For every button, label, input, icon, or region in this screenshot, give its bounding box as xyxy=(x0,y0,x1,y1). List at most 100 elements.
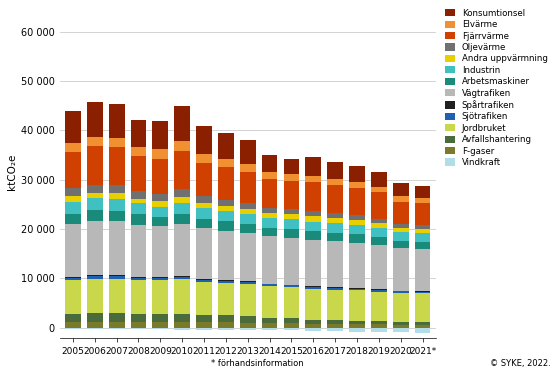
Bar xyxy=(371,172,386,187)
Bar xyxy=(284,174,299,181)
Bar xyxy=(393,196,409,202)
Bar xyxy=(152,207,168,217)
Bar xyxy=(284,214,299,219)
Bar xyxy=(240,233,256,282)
Bar xyxy=(393,241,409,248)
Bar xyxy=(240,164,256,172)
Bar xyxy=(349,220,365,225)
Bar xyxy=(65,111,81,142)
Bar xyxy=(87,279,103,313)
Bar xyxy=(349,320,365,324)
Bar xyxy=(196,279,212,280)
Bar xyxy=(175,328,190,330)
Bar xyxy=(262,284,277,286)
Bar xyxy=(152,159,168,194)
Legend: Konsumtionsel, Elvärme, Fjärrvärme, Oljevärme, Andra uppvärmning, Industrin, Arb: Konsumtionsel, Elvärme, Fjärrvärme, Olje… xyxy=(444,8,549,168)
Bar xyxy=(65,314,81,322)
Bar xyxy=(393,232,409,241)
Bar xyxy=(349,188,365,215)
Bar xyxy=(305,324,321,328)
Bar xyxy=(240,284,256,316)
Bar xyxy=(152,314,168,322)
Bar xyxy=(393,224,409,228)
Bar xyxy=(415,233,430,242)
Bar xyxy=(415,203,430,225)
Bar xyxy=(393,324,409,328)
Bar xyxy=(87,137,103,146)
Text: * förhandsinformation: * förhandsinformation xyxy=(211,359,304,368)
Bar xyxy=(218,159,234,167)
Bar xyxy=(327,241,343,287)
Bar xyxy=(240,172,256,203)
Bar xyxy=(415,292,430,293)
Bar xyxy=(218,167,234,200)
Bar xyxy=(349,166,365,182)
Bar xyxy=(196,315,212,322)
Bar xyxy=(175,203,190,214)
Bar xyxy=(327,179,343,185)
Bar xyxy=(327,324,343,328)
Bar xyxy=(109,275,125,276)
Bar xyxy=(65,224,81,277)
Bar xyxy=(109,313,125,322)
Bar xyxy=(327,233,343,241)
Bar xyxy=(305,231,321,240)
Bar xyxy=(305,222,321,231)
Bar xyxy=(349,288,365,289)
Bar xyxy=(218,221,234,231)
Bar xyxy=(327,290,343,320)
Bar xyxy=(349,289,365,290)
Bar xyxy=(218,315,234,322)
Bar xyxy=(284,209,299,214)
Bar xyxy=(109,138,125,147)
Bar xyxy=(284,318,299,323)
Bar xyxy=(284,159,299,174)
Bar xyxy=(305,176,321,182)
Bar xyxy=(262,213,277,218)
Bar xyxy=(131,214,146,225)
Bar xyxy=(327,288,343,290)
Bar xyxy=(393,228,409,232)
Bar xyxy=(327,320,343,324)
Bar xyxy=(175,214,190,224)
Bar xyxy=(109,322,125,328)
Bar xyxy=(152,149,168,159)
Bar xyxy=(131,120,146,147)
Bar xyxy=(152,328,168,329)
Bar xyxy=(131,322,146,328)
Bar xyxy=(87,198,103,210)
Bar xyxy=(109,279,125,313)
Bar xyxy=(415,322,430,325)
Bar xyxy=(305,320,321,324)
Bar xyxy=(284,229,299,238)
Bar xyxy=(109,199,125,211)
Bar xyxy=(262,323,277,328)
Bar xyxy=(218,283,234,315)
Bar xyxy=(284,219,299,229)
Bar xyxy=(305,157,321,176)
Bar xyxy=(131,204,146,214)
Bar xyxy=(196,280,212,282)
Bar xyxy=(87,221,103,275)
Bar xyxy=(284,238,299,285)
Y-axis label: ktCO₂e: ktCO₂e xyxy=(7,154,17,191)
Bar xyxy=(87,276,103,279)
Bar xyxy=(218,328,234,330)
Bar xyxy=(65,202,81,213)
Bar xyxy=(371,290,386,292)
Bar xyxy=(349,243,365,288)
Bar xyxy=(109,104,125,138)
Bar xyxy=(109,185,125,193)
Bar xyxy=(218,133,234,159)
Bar xyxy=(327,287,343,288)
Bar xyxy=(196,126,212,154)
Bar xyxy=(175,151,190,189)
Bar xyxy=(196,208,212,219)
Bar xyxy=(87,322,103,328)
Bar xyxy=(305,289,321,320)
Bar xyxy=(218,200,234,206)
Bar xyxy=(327,185,343,213)
Bar xyxy=(196,154,212,162)
Bar xyxy=(131,199,146,204)
Bar xyxy=(131,191,146,199)
